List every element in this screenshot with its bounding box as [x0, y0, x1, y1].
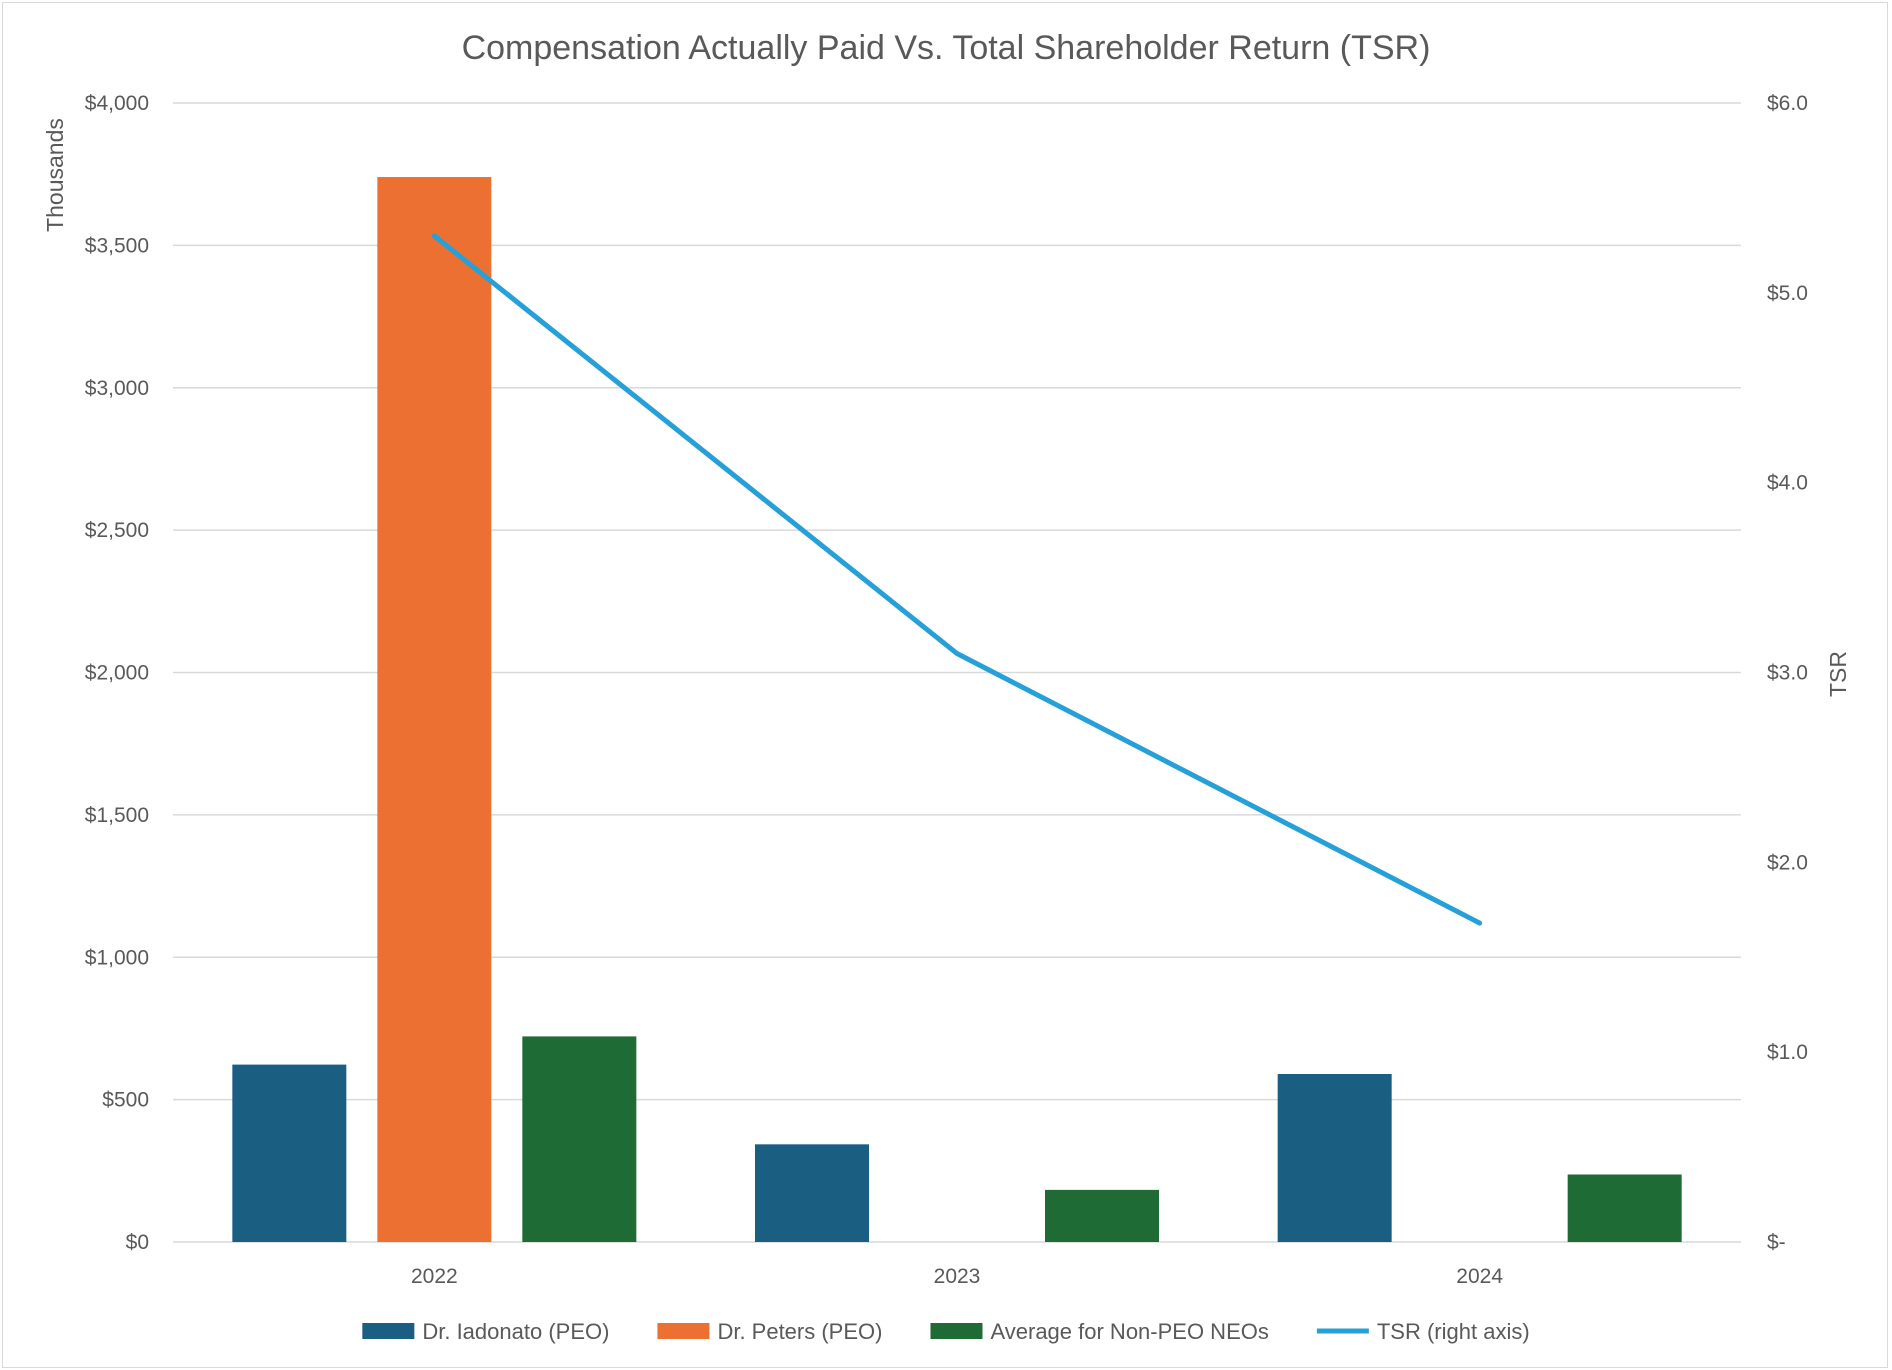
bar-1-2022 [232, 1064, 347, 1242]
y-left-tick-label: $2,500 [85, 519, 149, 542]
bar-1-2024 [1277, 1073, 1392, 1242]
y-left-tick-label: $500 [102, 1089, 149, 1112]
y-right-tick-label: $- [1767, 1231, 1786, 1254]
y-right-tick-label: $4.0 [1767, 472, 1808, 495]
chart-svg: Compensation Actually Paid Vs. Total Sha… [42, 29, 1851, 1344]
chart-title: Compensation Actually Paid Vs. Total Sha… [462, 29, 1431, 67]
y-right-tick-label: $1.0 [1767, 1041, 1808, 1064]
y-left-tick-label: $4,000 [85, 92, 149, 115]
y-right-tick-label: $5.0 [1767, 282, 1808, 305]
x-tick-label: 2022 [411, 1265, 458, 1288]
y-left-tick-label: $0 [126, 1231, 149, 1254]
legend-label: Dr. Peters (PEO) [717, 1319, 882, 1344]
y-left-tick-label: $1,500 [85, 804, 149, 827]
bar-3-2023 [1045, 1189, 1159, 1242]
bars-group [232, 177, 1682, 1242]
tsr-line [431, 233, 1483, 926]
y-right-axis-title: TSR [1825, 651, 1851, 697]
legend-swatch [930, 1323, 983, 1339]
y-left-tick-label: $1,000 [85, 946, 149, 969]
y-right-ticks: $- $1.0 $2.0 $3.0 $4.0 $5.0 $6.0 [1767, 92, 1808, 1254]
y-left-tick-label: $2,000 [85, 662, 149, 685]
legend-swatch [657, 1323, 710, 1339]
legend-swatch [362, 1323, 415, 1339]
y-right-tick-label: $6.0 [1767, 92, 1808, 115]
legend: Dr. Iadonato (PEO) Dr. Peters (PEO) Averag… [362, 1319, 1530, 1344]
y-left-ticks: $0 $500 $1,000 $1,500 $2,000 $2,500 $3,000 $3,5… [85, 92, 149, 1254]
bar-3-2022 [522, 1036, 637, 1242]
x-tick-label: 2023 [934, 1265, 981, 1288]
bar-3-2024 [1567, 1174, 1682, 1242]
y-left-axis-title: Thousands [42, 118, 68, 232]
y-right-tick-label: $3.0 [1767, 662, 1808, 685]
legend-label: Dr. Iadonato (PEO) [422, 1319, 609, 1344]
legend-label: Average for Non-PEO NEOs [990, 1319, 1268, 1344]
y-left-tick-label: $3,500 [85, 234, 149, 257]
x-tick-label: 2024 [1456, 1265, 1503, 1288]
bar-2-2022 [377, 177, 492, 1242]
legend-label: TSR (right axis) [1377, 1319, 1530, 1344]
bar-1-2023 [755, 1144, 869, 1242]
tsr-line-group [431, 233, 1483, 926]
x-ticks: 2022 2023 2024 [411, 1265, 1503, 1288]
y-right-tick-label: $2.0 [1767, 851, 1808, 874]
y-left-tick-label: $3,000 [85, 377, 149, 400]
